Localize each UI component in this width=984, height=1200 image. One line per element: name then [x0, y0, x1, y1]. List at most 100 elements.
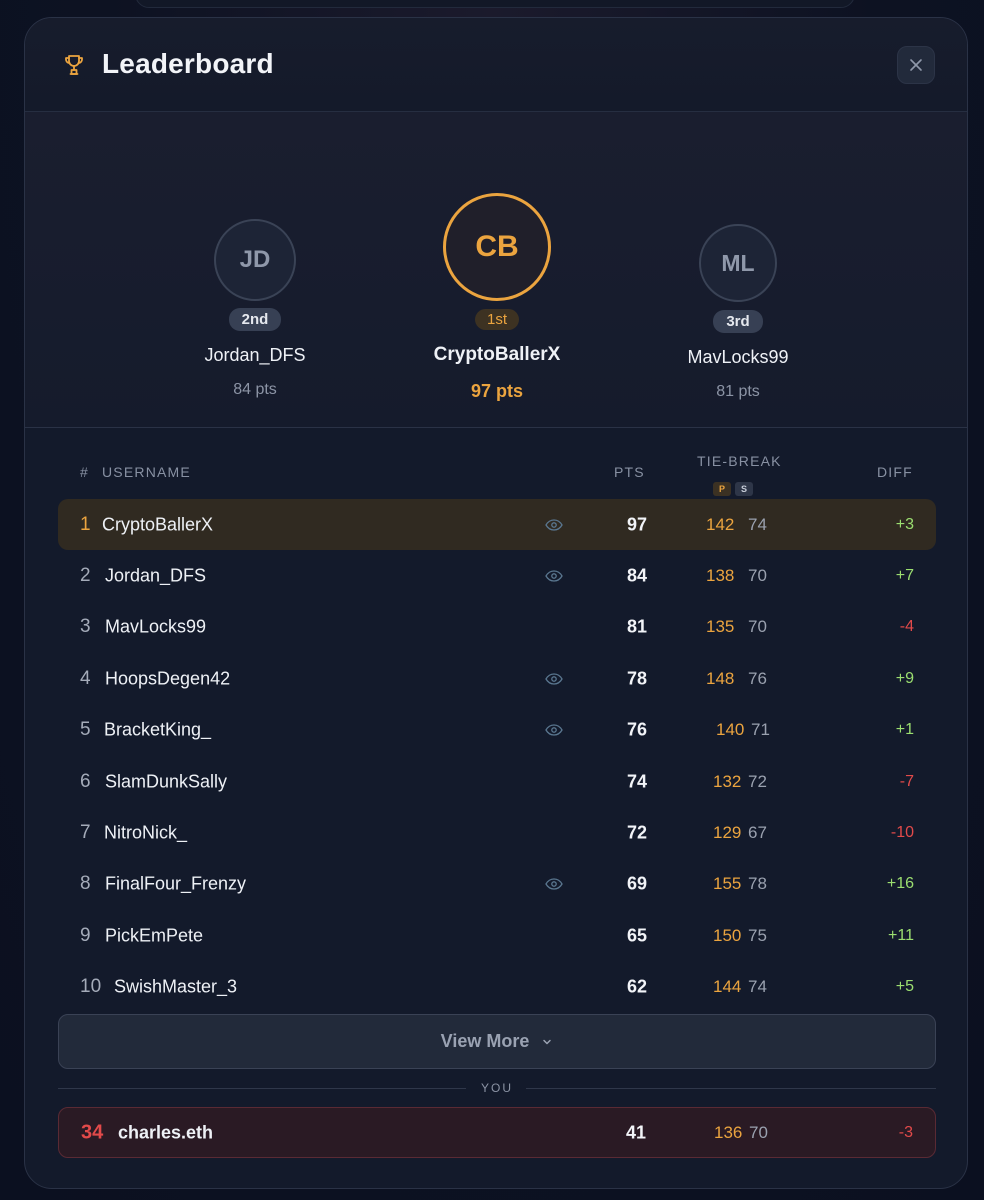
row-points: 62	[626, 976, 647, 997]
row-username: CryptoBallerX	[102, 514, 214, 535]
row-username: FinalFour_Frenzy	[105, 873, 247, 894]
row-diff: -7	[899, 772, 914, 790]
podium-points: 84 pts	[233, 381, 277, 398]
eye-icon[interactable]	[545, 570, 563, 582]
row-tiebreak-s: 67	[748, 823, 767, 843]
row-diff: +11	[888, 926, 914, 944]
row-points: 84	[626, 565, 647, 586]
row-rank: 4	[80, 667, 91, 689]
table-header: # USERNAME PTS TIE-BREAK DIFF	[25, 428, 967, 506]
row-tiebreak-p: 144	[713, 977, 742, 997]
tiebreak-p-tag: P	[713, 482, 732, 496]
row-points: 72	[626, 822, 647, 843]
trophy-icon	[65, 55, 83, 75]
row-rank: 9	[80, 924, 91, 946]
row-tiebreak-p: 140	[716, 720, 745, 740]
row-username: MavLocks99	[105, 616, 207, 637]
row-rank: 7	[80, 822, 91, 844]
table-row[interactable]: 6 SlamDunkSally 74 132 72 -7	[58, 756, 936, 807]
eye-icon[interactable]	[545, 673, 563, 685]
row-diff: +5	[895, 978, 914, 996]
row-points: 78	[626, 668, 647, 689]
row-diff: +3	[895, 515, 914, 533]
podium-first[interactable]: CB 1st CryptoBallerX 97 pts	[397, 193, 597, 402]
eye-icon[interactable]	[545, 519, 563, 531]
row-points: 81	[626, 616, 647, 637]
podium: JD 2nd Jordan_DFS 84 pts CB 1st CryptoBa…	[25, 112, 967, 428]
podium-name: CryptoBallerX	[433, 344, 561, 365]
row-points: 76	[626, 719, 647, 740]
row-points: 69	[626, 873, 647, 894]
row-points: 65	[626, 925, 647, 946]
row-rank: 1	[80, 513, 91, 535]
current-user-row[interactable]: 34 charles.eth 41 136 70 -3	[58, 1107, 936, 1158]
divider-line	[58, 1088, 466, 1089]
row-tiebreak-s: 74	[748, 514, 767, 534]
you-divider: YOU	[58, 1078, 936, 1098]
row-tiebreak-s: 70	[749, 1122, 768, 1142]
row-points: 74	[626, 771, 647, 792]
row-tiebreak-s: 75	[748, 925, 767, 945]
divider-line	[526, 1088, 936, 1089]
row-rank: 6	[80, 770, 91, 792]
podium-name: MavLocks99	[687, 347, 789, 367]
row-tiebreak-s: 76	[748, 668, 767, 688]
row-points: 97	[626, 514, 647, 535]
row-rank: 2	[80, 565, 91, 587]
avatar: JD	[214, 219, 296, 301]
row-diff: -3	[898, 1123, 913, 1141]
row-diff: +16	[886, 875, 914, 893]
rank-badge: 3rd	[713, 310, 763, 333]
column-username[interactable]: USERNAME	[102, 464, 191, 480]
row-tiebreak-p: 132	[713, 771, 742, 791]
podium-third[interactable]: ML 3rd MavLocks99 81 pts	[658, 224, 818, 401]
row-username: SlamDunkSally	[105, 771, 228, 792]
table-row[interactable]: 9 PickEmPete 65 150 75 +11	[58, 910, 936, 961]
tiebreak-legend: P S	[713, 482, 754, 496]
row-tiebreak-s: 70	[748, 566, 767, 586]
column-rank: #	[80, 464, 89, 480]
row-tiebreak-p: 138	[706, 566, 735, 586]
eye-icon[interactable]	[545, 878, 563, 891]
chevron-down-icon	[543, 1039, 552, 1044]
row-rank: 34	[81, 1121, 104, 1143]
column-points[interactable]: PTS	[614, 464, 645, 480]
table-row[interactable]: 1 CryptoBallerX 97 142 74 +3	[58, 499, 936, 551]
table-row[interactable]: 2 Jordan_DFS 84 138 70 +7	[58, 550, 936, 601]
table-row[interactable]: 4 HoopsDegen42 78 148 76 +9	[58, 653, 936, 704]
view-more-label: View More	[440, 1031, 530, 1051]
column-diff[interactable]: DIFF	[877, 464, 913, 480]
modal-header: Leaderboard	[25, 18, 967, 112]
row-tiebreak-s: 78	[748, 874, 767, 894]
tiebreak-s-tag: S	[735, 482, 754, 496]
row-tiebreak-s: 71	[751, 720, 770, 740]
row-username: SwishMaster_3	[114, 976, 238, 997]
table-row[interactable]: 3 MavLocks99 81 135 70 -4	[58, 602, 936, 653]
table-row[interactable]: 5 BracketKing_ 76 140 71 +1	[58, 705, 936, 756]
column-tiebreak: TIE-BREAK	[697, 453, 782, 469]
row-tiebreak-p: 142	[706, 514, 735, 534]
podium-name: Jordan_DFS	[204, 345, 306, 365]
row-tiebreak-p: 150	[713, 925, 742, 945]
leaderboard-modal: Leaderboard JD 2nd Jordan_DFS 84 pts CB …	[24, 17, 968, 1189]
row-username: NitroNick_	[104, 822, 188, 843]
background-search-bar	[135, 0, 855, 8]
row-tiebreak-p: 155	[713, 874, 742, 894]
row-tiebreak-p: 136	[714, 1122, 743, 1142]
row-diff: +7	[895, 567, 914, 585]
rank-badge: 2nd	[228, 308, 282, 331]
eye-icon[interactable]	[545, 724, 563, 736]
modal-title: Leaderboard	[102, 48, 274, 79]
row-tiebreak-p: 135	[706, 617, 735, 637]
podium-second[interactable]: JD 2nd Jordan_DFS 84 pts	[175, 219, 335, 399]
row-rank: 5	[80, 719, 91, 741]
row-username: PickEmPete	[105, 925, 204, 946]
table-row[interactable]: 8 FinalFour_Frenzy 69 155 78 +16	[58, 859, 936, 910]
table-row[interactable]: 7 NitroNick_ 72 129 67 -10	[58, 807, 936, 858]
table-row[interactable]: 10 SwishMaster_3 62 144 74 +5	[58, 962, 936, 1013]
close-icon	[910, 59, 922, 71]
view-more-button[interactable]: View More	[58, 1014, 936, 1069]
row-tiebreak-p: 129	[713, 823, 742, 843]
row-tiebreak-p: 148	[706, 668, 735, 688]
close-button[interactable]	[897, 46, 935, 84]
